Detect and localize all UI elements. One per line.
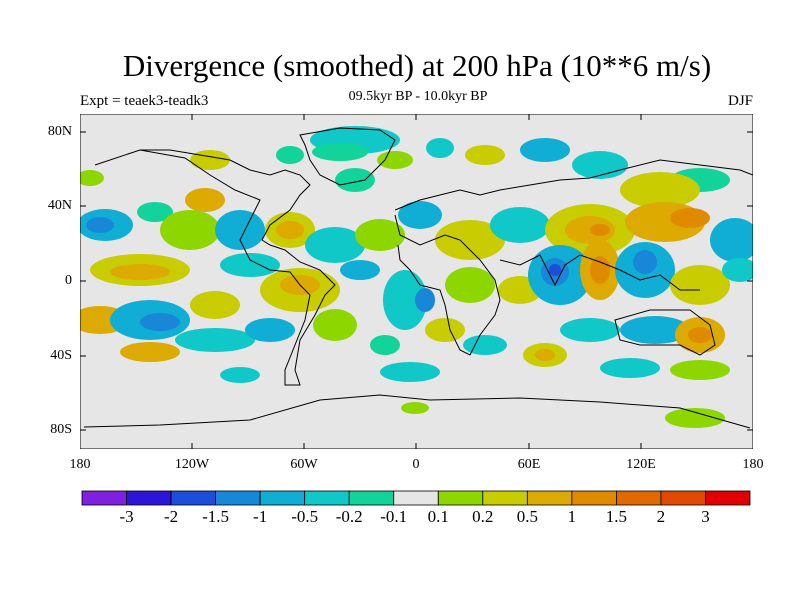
colorbar-label: -0.1: [372, 507, 416, 527]
lon-label-60e: 60E: [499, 457, 559, 473]
colorbar-swatch: [438, 491, 483, 505]
colorbar-swatch: [616, 491, 661, 505]
colorbar-label: 0.5: [505, 507, 549, 527]
colorbar-swatch: [305, 491, 350, 505]
lon-label-180e: 180: [723, 457, 783, 473]
colorbar-label: 1: [550, 507, 594, 527]
colorbar-label: 2: [639, 507, 683, 527]
colorbar-swatch: [260, 491, 305, 505]
lon-label-180w: 180: [50, 457, 110, 473]
colorbar-label: -0.2: [327, 507, 371, 527]
lat-label-40s: 40S: [46, 348, 72, 364]
colorbar: [82, 491, 750, 505]
colorbar-label: -1: [238, 507, 282, 527]
colorbar-label: 3: [683, 507, 727, 527]
lon-label-60w: 60W: [274, 457, 334, 473]
map-panel: [70, 114, 760, 449]
colorbar-label: -0.5: [283, 507, 327, 527]
colorbar-label: -3: [105, 507, 149, 527]
lon-label-120e: 120E: [611, 457, 671, 473]
colorbar-swatch: [572, 491, 617, 505]
colorbar-label: 0.1: [416, 507, 460, 527]
colorbar-swatch: [82, 491, 127, 505]
colorbar-swatch: [483, 491, 528, 505]
lat-label-80s: 80S: [46, 422, 72, 438]
lon-label-0: 0: [386, 457, 446, 473]
lat-label-80n: 80N: [46, 124, 72, 140]
colorbar-label: -2: [149, 507, 193, 527]
colorbar-swatch: [171, 491, 216, 505]
lon-label-120w: 120W: [162, 457, 222, 473]
colorbar-swatch: [127, 491, 172, 505]
colorbar-label: 0.2: [461, 507, 505, 527]
colorbar-swatch: [661, 491, 706, 505]
lat-label-40n: 40N: [46, 198, 72, 214]
colorbar-swatch: [394, 491, 439, 505]
lat-label-0: 0: [46, 273, 72, 289]
colorbar-label: -1.5: [194, 507, 238, 527]
colorbar-swatch: [705, 491, 750, 505]
colorbar-swatch: [527, 491, 572, 505]
colorbar-label: 1.5: [594, 507, 638, 527]
colorbar-swatch: [349, 491, 394, 505]
colorbar-swatch: [216, 491, 261, 505]
